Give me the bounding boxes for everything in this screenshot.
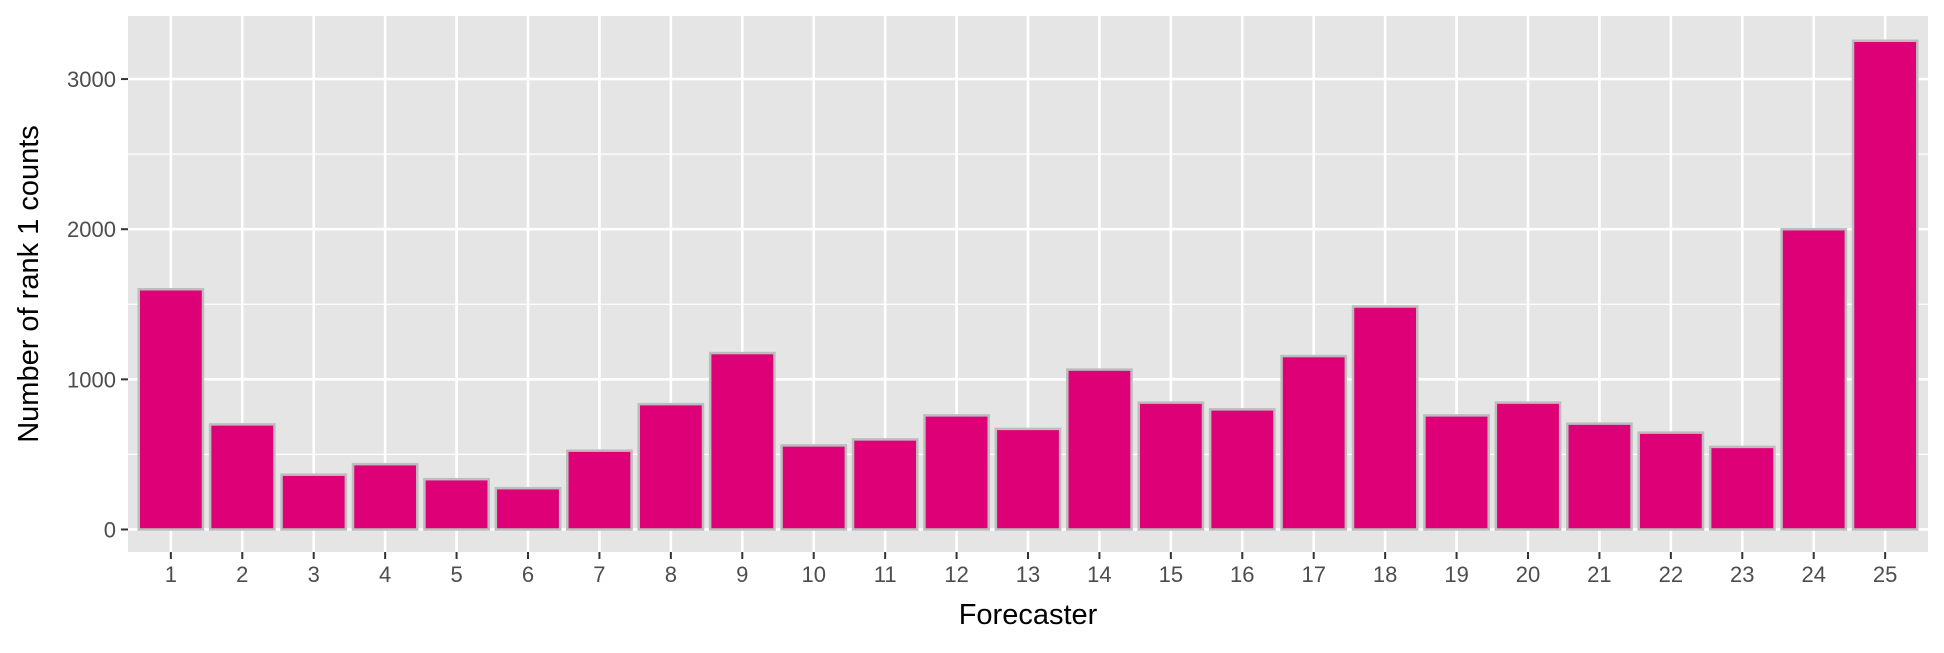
y-axis: 0 1000 2000 3000: [67, 67, 128, 542]
x-tick-label: 2: [236, 562, 248, 587]
bar-9: [708, 351, 776, 531]
bar-15: [1137, 401, 1205, 531]
x-tick-label: 19: [1444, 562, 1468, 587]
bar-6: [494, 486, 562, 531]
x-tick-label: 18: [1373, 562, 1397, 587]
bar-8: [637, 402, 705, 531]
x-tick-label: 8: [665, 562, 677, 587]
y-tick-label: 3000: [67, 67, 116, 92]
x-tick-label: 7: [593, 562, 605, 587]
x-axis-title: Forecaster: [959, 599, 1098, 631]
bar-12: [923, 414, 990, 531]
x-tick-label: 9: [736, 562, 748, 587]
y-tick-label: 2000: [67, 217, 116, 242]
x-tick-label: 22: [1659, 562, 1683, 587]
bar-4: [351, 462, 419, 531]
bar-5: [423, 477, 490, 531]
bar-23: [1708, 445, 1776, 531]
bar-16: [1208, 408, 1276, 531]
x-tick-label: 6: [522, 562, 534, 587]
x-tick-label: 11: [874, 562, 897, 587]
bar-22: [1637, 431, 1705, 531]
bars: [137, 39, 1919, 531]
x-tick-label: 20: [1516, 562, 1540, 587]
x-tick-label: 12: [944, 562, 968, 587]
x-tick-label: 17: [1301, 562, 1325, 587]
x-tick-label: 5: [450, 562, 462, 587]
x-tick-label: 25: [1873, 562, 1897, 587]
x-tick-label: 21: [1587, 562, 1611, 587]
bar-18: [1351, 305, 1419, 531]
bar-17: [1280, 354, 1348, 531]
y-tick-label: 1000: [67, 367, 116, 392]
bar-25: [1851, 39, 1919, 531]
bar-19: [1423, 414, 1490, 531]
bar-14: [1066, 368, 1133, 531]
x-tick-label: 15: [1159, 562, 1183, 587]
bar-11: [851, 438, 919, 531]
x-tick-label: 24: [1801, 562, 1825, 587]
bar-24: [1780, 227, 1848, 531]
x-axis: 1 2 3 4 5 6 7 8 9 10 11 12 13 14 15 16 17 18 19 20 21 22 23 24 2…: [165, 552, 1897, 587]
bar-7: [566, 449, 633, 531]
bar-20: [1494, 401, 1562, 531]
bar-10: [780, 444, 848, 531]
bar-13: [994, 427, 1062, 531]
bar-3: [280, 473, 348, 531]
x-tick-label: 10: [801, 562, 825, 587]
x-tick-label: 13: [1016, 562, 1040, 587]
y-axis-title: Number of rank 1 counts: [13, 125, 45, 443]
x-tick-label: 3: [308, 562, 320, 587]
y-tick-label: 0: [104, 517, 116, 542]
bar-21: [1566, 422, 1633, 531]
x-tick-label: 23: [1730, 562, 1754, 587]
x-tick-label: 4: [379, 562, 391, 587]
bar-2: [208, 423, 276, 531]
x-tick-label: 14: [1087, 562, 1111, 587]
x-tick-label: 16: [1230, 562, 1254, 587]
x-tick-label: 1: [165, 562, 177, 587]
bar-1: [137, 288, 205, 531]
